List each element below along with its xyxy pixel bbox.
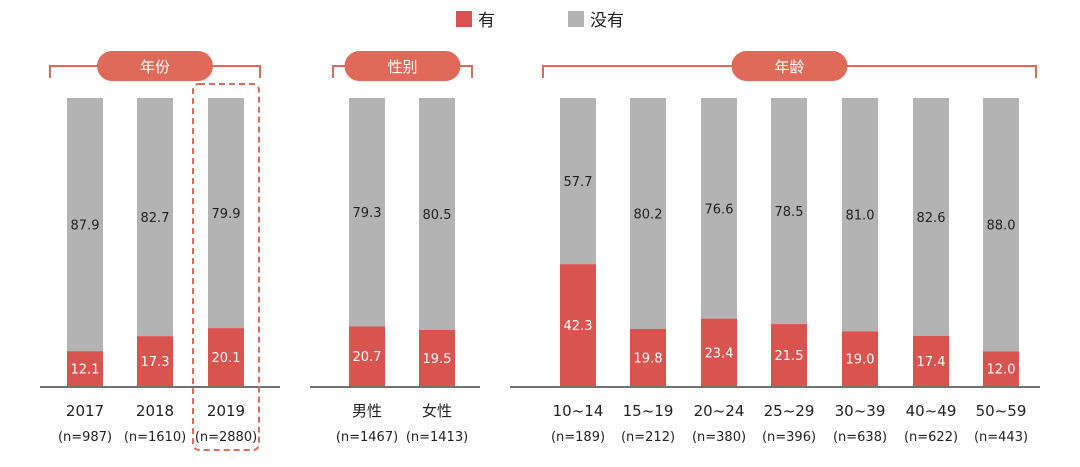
category-sample-size: (n=396): [762, 430, 816, 445]
legend: 有 没有: [456, 11, 624, 31]
bar-yes: [137, 336, 173, 386]
data-label-no: 82.7: [141, 211, 170, 226]
bar-no: [560, 98, 596, 265]
bar-yes: [419, 329, 455, 386]
category-sample-size: (n=1610): [124, 430, 186, 445]
category-label: 2019: [207, 402, 245, 420]
group-pill: [344, 51, 461, 81]
data-label-no: 80.5: [423, 208, 452, 223]
data-label-no: 82.6: [917, 211, 946, 226]
bar-yes: [771, 324, 807, 386]
data-label-yes: 19.5: [423, 352, 452, 367]
legend-swatch-no: [568, 11, 584, 27]
category-sample-size: (n=622): [904, 430, 958, 445]
data-label-yes: 42.3: [564, 319, 593, 334]
bar-yes: [842, 331, 878, 386]
data-label-yes: 20.1: [212, 351, 241, 366]
bar-no: [208, 98, 244, 329]
data-label-yes: 17.3: [141, 355, 170, 370]
category-label: 2017: [66, 402, 104, 420]
bar-no: [842, 98, 878, 332]
plot-area: 年份 87.9 12.1 2017 (n=987) 82.7 17.3 2018 (n=1610…: [40, 51, 1040, 451]
category-sample-size: (n=1413): [406, 430, 468, 445]
category-sample-size: (n=189): [551, 430, 605, 445]
category-sample-size: (n=443): [974, 430, 1028, 445]
bar-no: [630, 98, 666, 329]
legend-label-no: 没有: [590, 11, 624, 31]
bar-yes: [560, 264, 596, 386]
data-label-yes: 23.4: [705, 346, 734, 361]
category-sample-size: (n=1467): [336, 430, 398, 445]
bar-no: [701, 98, 737, 319]
bar-yes: [349, 326, 385, 386]
data-label-no: 87.9: [71, 219, 100, 234]
category-label: 男性: [352, 402, 382, 420]
data-label-no: 80.2: [634, 207, 663, 222]
group-title: 年龄: [774, 58, 804, 76]
bar-yes: [913, 335, 949, 386]
category-label: 女性: [422, 402, 452, 420]
group-pill: [97, 51, 213, 81]
category-sample-size: (n=212): [621, 430, 675, 445]
bar-yes: [67, 351, 103, 386]
category-label: 25~29: [764, 402, 815, 420]
bar-yes: [630, 328, 666, 386]
data-label-yes: 12.1: [71, 363, 100, 378]
data-label-no: 88.0: [987, 219, 1016, 234]
group-title: 年份: [140, 58, 170, 76]
data-label-yes: 19.0: [846, 353, 875, 368]
group-title: 性别: [387, 58, 417, 76]
bar-yes: [983, 351, 1019, 386]
data-label-yes: 21.5: [775, 349, 804, 364]
data-label-no: 81.0: [846, 209, 875, 224]
data-label-yes: 20.7: [353, 350, 382, 365]
highlight-box: [192, 83, 260, 451]
data-label-no: 76.6: [705, 202, 734, 217]
bar-no: [67, 98, 103, 352]
category-label: 2018: [136, 402, 174, 420]
bar-yes: [701, 318, 737, 386]
bar-yes: [208, 328, 244, 386]
category-sample-size: (n=638): [833, 430, 887, 445]
category-label: 15~19: [623, 402, 674, 420]
legend-swatch-yes: [456, 11, 472, 27]
bar-no: [913, 98, 949, 336]
category-label: 10~14: [553, 402, 604, 420]
data-label-yes: 12.0: [987, 363, 1016, 378]
legend-label-yes: 有: [478, 11, 495, 31]
data-label-no: 79.3: [353, 206, 382, 221]
category-sample-size: (n=987): [58, 430, 112, 445]
data-label-yes: 19.8: [634, 351, 663, 366]
category-label: 30~39: [835, 402, 886, 420]
bar-no: [137, 98, 173, 337]
bar-no: [983, 98, 1019, 352]
data-label-no: 78.5: [775, 205, 804, 220]
category-label: 20~24: [694, 402, 745, 420]
category-sample-size: (n=2880): [195, 430, 257, 445]
bar-no: [349, 98, 385, 327]
data-label-no: 79.9: [212, 207, 241, 222]
group-pill: [731, 51, 848, 81]
data-label-no: 57.7: [564, 175, 593, 190]
data-label-yes: 17.4: [917, 355, 946, 370]
category-label: 50~59: [976, 402, 1027, 420]
category-label: 40~49: [906, 402, 957, 420]
bar-no: [771, 98, 807, 325]
bar-no: [419, 98, 455, 330]
category-sample-size: (n=380): [692, 430, 746, 445]
